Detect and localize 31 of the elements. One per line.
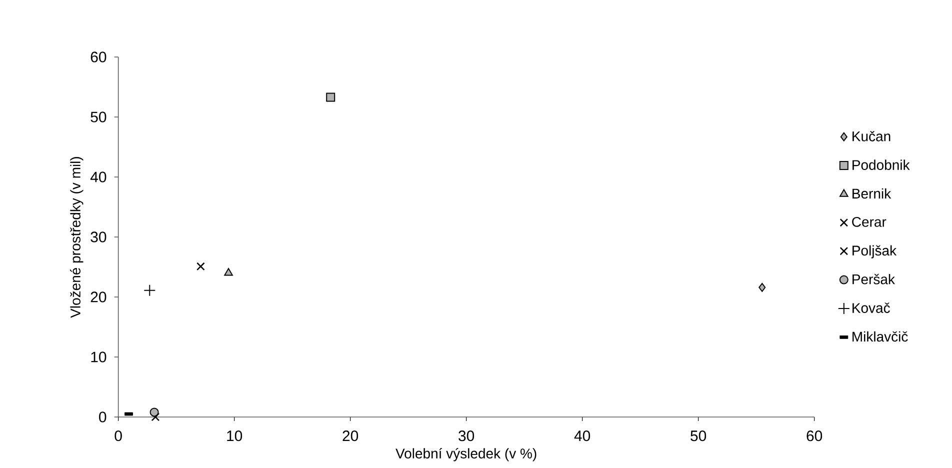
y-tick-label: 40 (90, 172, 106, 182)
point (144, 284, 156, 296)
x-tick-label: 0 (114, 430, 122, 442)
y-tick-label: 20 (90, 292, 106, 302)
x-tick-label: 20 (342, 430, 358, 442)
legend-label: Podobnik (852, 160, 910, 170)
legend-label: Kovač (852, 302, 890, 313)
point (151, 412, 160, 422)
legend-label: Peršak (852, 274, 895, 284)
point (196, 262, 205, 271)
legend-label: Poljšak (852, 245, 897, 258)
point (224, 268, 233, 276)
y-tick-label: 30 (90, 232, 106, 242)
legend-label: Cerar (852, 216, 886, 227)
x-tick-label: 10 (227, 430, 242, 442)
legend-label: Miklavčič (852, 331, 908, 342)
x-tick-label: 60 (806, 430, 822, 442)
x-tick-label: 30 (458, 430, 474, 442)
y-tick-label: 50 (90, 112, 106, 122)
point (758, 282, 766, 292)
y-tick-label: 10 (91, 352, 106, 362)
point (326, 92, 336, 102)
y-tick-label: 60 (90, 52, 106, 62)
legend-label: Bernik (852, 188, 892, 199)
point (150, 408, 159, 417)
x-axis-title: Volební výsledek (v %) (396, 448, 536, 462)
x-tick-label: 50 (690, 430, 706, 442)
y-axis-title: Vložené prostředky (v mil) (70, 156, 84, 318)
x-tick-label: 40 (574, 430, 590, 442)
legend-label: Kučan (852, 130, 890, 142)
y-tick-label: 0 (99, 412, 106, 422)
